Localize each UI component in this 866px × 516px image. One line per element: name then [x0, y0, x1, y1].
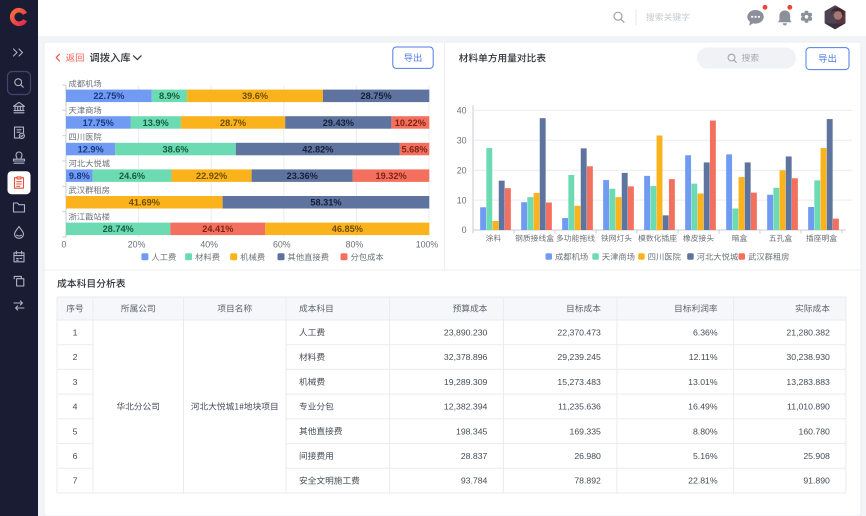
svg-text:24.41%: 24.41%: [202, 224, 233, 234]
svg-text:29,239.245: 29,239.245: [557, 352, 601, 362]
svg-text:0: 0: [462, 225, 467, 235]
svg-text:28.75%: 28.75%: [361, 91, 392, 101]
svg-text:17.75%: 17.75%: [83, 118, 114, 128]
svg-text:42.82%: 42.82%: [302, 144, 333, 154]
svg-text:28.837: 28.837: [461, 451, 488, 461]
svg-text:6.36%: 6.36%: [693, 327, 718, 337]
svg-text:13.9%: 13.9%: [143, 118, 169, 128]
svg-text:5: 5: [73, 426, 78, 436]
svg-text:12.11%: 12.11%: [689, 352, 718, 362]
svg-text:22.75%: 22.75%: [93, 91, 124, 101]
svg-text:22.81%: 22.81%: [688, 476, 718, 486]
svg-text:15,273.483: 15,273.483: [557, 377, 601, 387]
svg-text:169.335: 169.335: [569, 426, 601, 436]
svg-text:39.6%: 39.6%: [242, 91, 268, 101]
svg-text:60%: 60%: [273, 239, 291, 249]
svg-text:1: 1: [73, 327, 78, 337]
svg-text:12.9%: 12.9%: [78, 144, 104, 154]
svg-text:38.6%: 38.6%: [163, 144, 189, 154]
svg-text:13.01%: 13.01%: [688, 377, 718, 387]
svg-text:23,890.230: 23,890.230: [444, 327, 488, 337]
svg-text:100%: 100%: [416, 239, 439, 249]
svg-text:19,289.309: 19,289.309: [444, 377, 488, 387]
svg-text:26.980: 26.980: [574, 451, 601, 461]
svg-text:5.16%: 5.16%: [693, 451, 718, 461]
svg-text:58.31%: 58.31%: [310, 198, 341, 208]
svg-text:40%: 40%: [200, 239, 218, 249]
svg-text:13,283.883: 13,283.883: [786, 377, 830, 387]
svg-text:24.6%: 24.6%: [119, 171, 145, 181]
svg-text:41.69%: 41.69%: [129, 198, 160, 208]
svg-text:22,370.473: 22,370.473: [557, 327, 601, 337]
svg-text:40: 40: [457, 106, 467, 116]
svg-text:7: 7: [73, 476, 78, 486]
svg-text:30,238.930: 30,238.930: [786, 352, 830, 362]
svg-text:91.890: 91.890: [803, 476, 830, 486]
svg-text:22.92%: 22.92%: [196, 171, 227, 181]
svg-text:28.7%: 28.7%: [220, 118, 246, 128]
svg-text:78.892: 78.892: [574, 476, 601, 486]
svg-text:32,378.896: 32,378.896: [444, 352, 488, 362]
svg-text:29.43%: 29.43%: [323, 118, 354, 128]
svg-text:2: 2: [73, 352, 78, 362]
svg-text:20: 20: [457, 165, 467, 175]
svg-text:30: 30: [457, 136, 467, 146]
svg-text:5.68%: 5.68%: [402, 144, 428, 154]
svg-text:8.9%: 8.9%: [159, 91, 180, 101]
svg-text:8.80%: 8.80%: [693, 426, 718, 436]
svg-text:12,382.394: 12,382.394: [444, 402, 488, 412]
svg-text:19.32%: 19.32%: [375, 171, 406, 181]
svg-text:25.908: 25.908: [803, 451, 830, 461]
svg-text:20%: 20%: [128, 239, 146, 249]
svg-text:6: 6: [73, 451, 78, 461]
svg-text:10: 10: [457, 195, 467, 205]
svg-text:23.36%: 23.36%: [287, 171, 318, 181]
svg-text:28.74%: 28.74%: [103, 224, 134, 234]
svg-text:3: 3: [73, 377, 78, 387]
svg-text:4: 4: [73, 402, 78, 412]
svg-text:11,010.890: 11,010.890: [787, 402, 830, 412]
svg-text:80%: 80%: [346, 239, 364, 249]
svg-text:160.780: 160.780: [798, 426, 830, 436]
svg-text:16.49%: 16.49%: [688, 402, 718, 412]
svg-text:21,280.382: 21,280.382: [786, 327, 830, 337]
svg-text:9.8%: 9.8%: [69, 171, 90, 181]
svg-text:198.345: 198.345: [456, 426, 488, 436]
svg-text:46.85%: 46.85%: [332, 224, 363, 234]
svg-text:10.22%: 10.22%: [395, 118, 426, 128]
svg-text:93.784: 93.784: [461, 476, 488, 486]
svg-text:11,235.636: 11,235.636: [558, 402, 601, 412]
svg-text:0: 0: [62, 239, 67, 249]
